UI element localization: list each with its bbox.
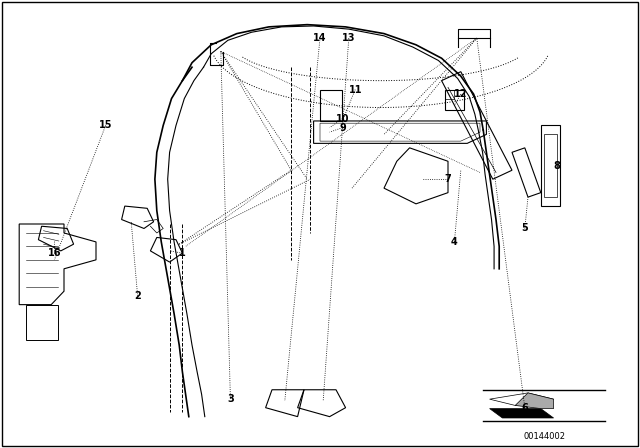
Text: 4: 4 bbox=[451, 237, 458, 247]
Text: 13: 13 bbox=[342, 33, 356, 43]
Text: 3: 3 bbox=[227, 394, 234, 404]
Text: 16: 16 bbox=[47, 248, 61, 258]
Text: 1: 1 bbox=[179, 248, 186, 258]
Polygon shape bbox=[490, 393, 554, 405]
Text: 5: 5 bbox=[522, 224, 528, 233]
Text: 14: 14 bbox=[313, 33, 327, 43]
Polygon shape bbox=[490, 409, 554, 418]
Text: 00144002: 00144002 bbox=[523, 432, 565, 441]
Text: 15: 15 bbox=[99, 121, 113, 130]
Text: 11: 11 bbox=[348, 85, 362, 95]
Text: 7: 7 bbox=[445, 174, 451, 184]
Text: 9: 9 bbox=[339, 123, 346, 133]
Text: 2: 2 bbox=[134, 291, 141, 301]
Polygon shape bbox=[515, 393, 554, 409]
Text: 6: 6 bbox=[522, 403, 528, 413]
Text: 8: 8 bbox=[554, 161, 560, 171]
Text: 10: 10 bbox=[335, 114, 349, 124]
Text: 12: 12 bbox=[454, 89, 468, 99]
